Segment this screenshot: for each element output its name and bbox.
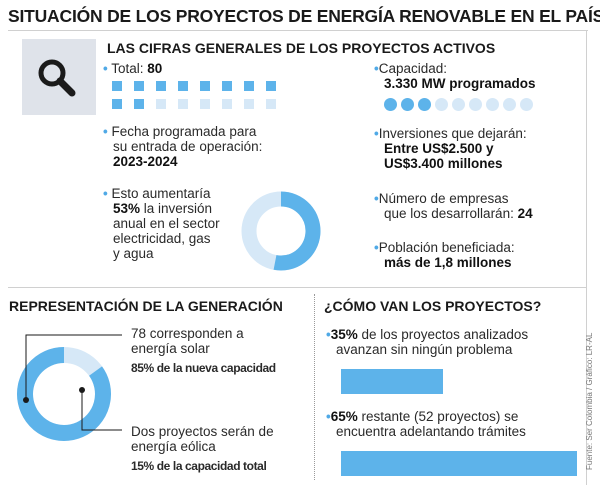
total-cell — [156, 99, 166, 109]
total-cell — [134, 81, 144, 91]
capacity-dot — [486, 98, 499, 111]
item1-line1: de los proyectos analizados — [357, 327, 529, 342]
empresas-block: •Número de empresas que los desarrollará… — [374, 191, 533, 221]
total-cell — [200, 81, 210, 91]
inversion-line3: anual en el sector — [113, 216, 220, 231]
item1-progress-bar — [341, 369, 443, 394]
generacion-chart — [17, 334, 122, 441]
item2-line1: restante (52 proyectos) se — [357, 409, 519, 424]
section-heading-generacion: REPRESENTACIÓN DE LA GENERACIÓN — [9, 298, 283, 314]
solar-leader-line — [25, 334, 122, 400]
section-heading-proyectos: ¿CÓMO VAN LOS PROYECTOS? — [324, 298, 542, 314]
bullet: • — [103, 61, 108, 76]
fecha-value: 2023-2024 — [113, 154, 178, 169]
total-cell — [266, 99, 276, 109]
capacity-dot — [418, 98, 431, 111]
item1-line2: avanzan sin ningún problema — [336, 342, 513, 357]
capacity-dot — [520, 98, 533, 111]
eolica-line1: Dos proyectos serán de — [131, 424, 274, 439]
inversion-donut — [241, 191, 321, 271]
total-cell — [112, 99, 122, 109]
total-cell — [178, 81, 188, 91]
eolica-block: Dos proyectos serán de energía eólica 15… — [131, 424, 274, 474]
total-cell — [266, 81, 276, 91]
total-cell — [156, 81, 166, 91]
inversion-line4: electricidad, gas — [113, 231, 211, 246]
inversiones-label: Inversiones que dejarán: — [378, 126, 527, 141]
infographic-title: SITUACIÓN DE LOS PROYECTOS DE ENERGÍA RE… — [8, 6, 600, 26]
inversion-block: • Esto aumentaría 53% la inversión anual… — [103, 186, 220, 261]
solar-caption: 85% de la nueva capacidad — [131, 361, 276, 375]
total-cells-grid — [112, 81, 292, 113]
total-cell — [222, 99, 232, 109]
capacity-dot — [401, 98, 414, 111]
poblacion-block: •Población beneficiada: más de 1,8 millo… — [374, 240, 515, 270]
capacidad-label: Capacidad: — [378, 61, 448, 76]
icon-box — [22, 39, 96, 115]
total-cell — [134, 99, 144, 109]
inversiones-value1: Entre US$2.500 y — [384, 141, 494, 156]
eolica-line2: energía eólica — [131, 439, 216, 454]
solar-leader-dot — [23, 397, 29, 403]
inversiones-block: •Inversiones que dejarán: Entre US$2.500… — [374, 126, 527, 171]
total-cell — [244, 99, 254, 109]
total-value: 80 — [147, 61, 163, 76]
section-heading-cifras: LAS CIFRAS GENERALES DE LOS PROYECTOS AC… — [107, 40, 496, 56]
eolica-leader-line — [81, 390, 122, 431]
total-cell — [244, 81, 254, 91]
fecha-block: • Fecha programada para su entrada de op… — [103, 124, 263, 169]
inversion-line1: Esto aumentaría — [111, 186, 211, 201]
capacidad-block: •Capacidad: 3.330 MW programados — [374, 61, 536, 91]
total-cell — [178, 99, 188, 109]
proyectos-item1: •35% de los proyectos analizados avanzan… — [326, 327, 529, 357]
source-credit: Fuente: Ser Colombia / Gráfico: LR-AL — [585, 332, 594, 470]
proyectos-item2: •65% restante (52 proyectos) se encuentr… — [326, 409, 526, 439]
total-label: Total: — [111, 61, 148, 76]
solar-line2: energía solar — [131, 341, 210, 356]
generacion-donut-segment — [17, 347, 111, 441]
capacidad-value: 3.330 MW programados — [384, 76, 536, 91]
capacity-dot — [503, 98, 516, 111]
empresas-line1: Número de empresas — [378, 191, 509, 206]
solar-line1: 78 corresponden a — [131, 326, 244, 341]
inversion-line5: y agua — [113, 246, 154, 261]
right-border — [586, 30, 587, 485]
item2-pct: 65% — [330, 409, 358, 424]
eolica-caption: 15% de la capacidad total — [131, 459, 267, 473]
capacity-dot — [435, 98, 448, 111]
search-icon — [38, 59, 76, 97]
total-cell — [200, 99, 210, 109]
capacidad-dots — [384, 98, 554, 112]
total-row: • Total: 80 — [103, 61, 162, 76]
poblacion-label: Población beneficiada: — [378, 240, 515, 255]
item2-progress-bar — [341, 451, 577, 476]
inversion-pct: 53% — [113, 201, 141, 216]
middle-divider — [8, 287, 586, 288]
item2-line2: encuentra adelantando trámites — [336, 424, 526, 439]
column-divider — [314, 294, 315, 480]
total-cell — [112, 81, 122, 91]
solar-block: 78 corresponden a energía solar 85% de l… — [131, 326, 276, 376]
fecha-line2: su entrada de operación: — [113, 139, 263, 154]
fecha-line1: Fecha programada para — [111, 124, 257, 139]
title-divider — [8, 30, 588, 31]
inversiones-value2: US$3.400 millones — [384, 156, 503, 171]
empresas-value: 24 — [517, 206, 533, 221]
item1-pct: 35% — [330, 327, 358, 342]
eolica-leader-dot — [79, 387, 85, 393]
empresas-line2: que los desarrollarán: — [384, 206, 518, 221]
inversion-line2: la inversión — [140, 201, 213, 216]
poblacion-value: más de 1,8 millones — [384, 255, 512, 270]
total-cell — [222, 81, 232, 91]
inversion-donut-segment — [273, 191, 321, 271]
capacity-dot — [452, 98, 465, 111]
capacity-dot — [469, 98, 482, 111]
capacity-dot — [384, 98, 397, 111]
